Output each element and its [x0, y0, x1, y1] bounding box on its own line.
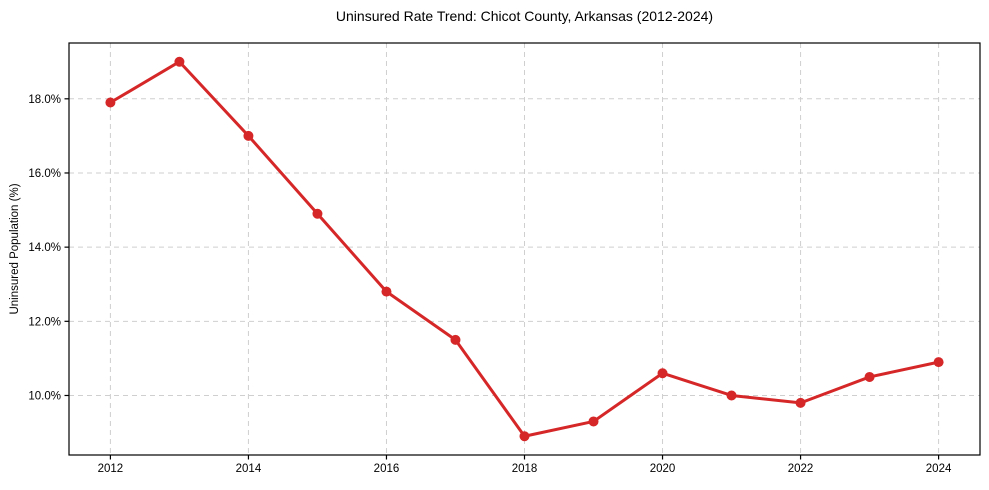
data-point-2024 — [933, 357, 944, 368]
x-tick-label: 2016 — [374, 463, 400, 475]
data-point-2012 — [105, 97, 116, 108]
data-point-2016 — [381, 286, 392, 297]
y-tick-label: 12.0% — [28, 316, 61, 328]
x-tick-label: 2014 — [236, 463, 262, 475]
data-point-2021 — [726, 390, 737, 401]
data-point-2017 — [450, 334, 461, 345]
data-point-2013 — [174, 56, 185, 67]
axes-frame — [68, 42, 981, 456]
data-point-2019 — [588, 416, 599, 427]
y-tick-label: 10.0% — [28, 391, 61, 403]
x-tick-label: 2020 — [650, 463, 676, 475]
x-tick-label: 2018 — [512, 463, 538, 475]
data-point-2018 — [519, 431, 530, 442]
y-tick-label: 18.0% — [28, 94, 61, 106]
data-point-2020 — [657, 368, 668, 379]
x-tick-label: 2022 — [788, 463, 814, 475]
x-tick-label: 2024 — [926, 463, 952, 475]
y-tick-label: 14.0% — [28, 242, 61, 254]
data-point-2015 — [312, 208, 323, 219]
data-point-2014 — [243, 130, 254, 141]
data-point-2023 — [864, 371, 875, 382]
y-tick-label: 16.0% — [28, 168, 61, 180]
data-point-2022 — [795, 397, 806, 408]
chart-title: Uninsured Rate Trend: Chicot County, Ark… — [335, 8, 714, 24]
x-tick-label: 2012 — [98, 463, 124, 475]
